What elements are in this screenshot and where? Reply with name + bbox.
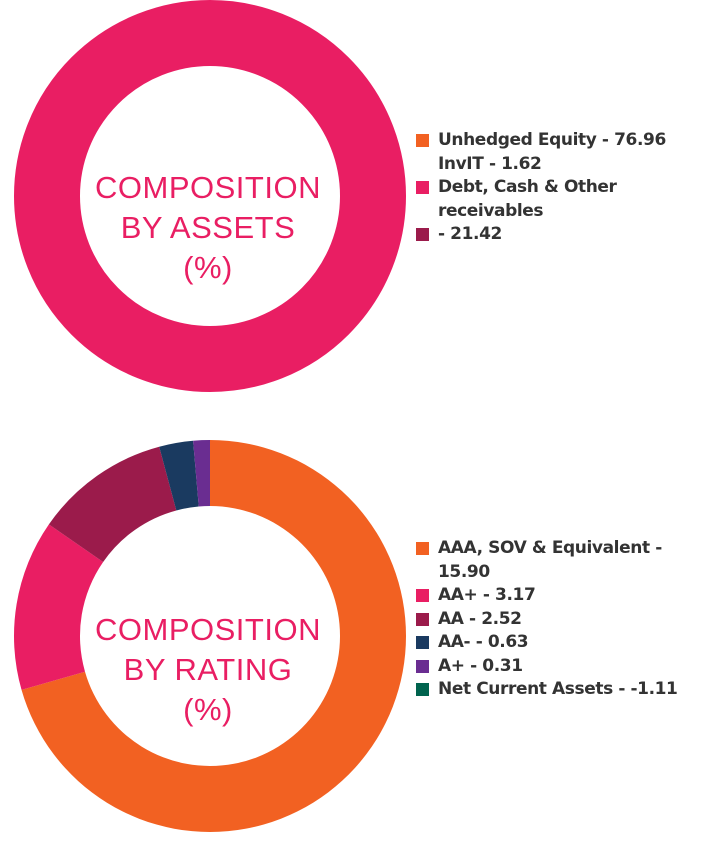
legend-label: AAA, SOV & Equivalent - [438,538,662,558]
legend-label-continuation: InvIT - 1.62 [438,153,542,174]
donut-segment [193,440,210,507]
chart-center-title: COMPOSITION BY RATING (%) [78,610,338,730]
legend-swatch [416,542,429,555]
legend-item: Net Current Assets - -1.11 [416,678,716,702]
chart-composition-by-assets: COMPOSITION BY ASSETS (%) Unhedged Equit… [0,0,716,400]
legend-item: - 21.42 [416,223,716,247]
legend-swatch [416,659,429,673]
legend-item: AA- - 0.63 [416,631,716,655]
chart-title-line-1: COMPOSITION [95,612,321,647]
legend-item: AA - 2.52 [416,608,716,632]
legend-label: Debt, Cash & Other receivables [438,177,617,221]
donut-chart-assets [14,0,406,392]
chart-title-line-3: (%) [183,250,233,285]
legend-label: AA+ - 3.17 [438,585,536,605]
legend-label: - 21.42 [438,224,502,244]
legend-swatch [416,612,429,626]
legend-swatch [416,134,429,147]
donut-segment [48,446,177,562]
chart-center-title: COMPOSITION BY ASSETS (%) [78,168,338,288]
donut-segment [13,524,104,690]
legend-swatch [416,589,429,602]
chart-title-line-2: BY RATING [123,652,293,687]
chart-title-line-3: (%) [183,692,233,727]
donut-segment [21,440,406,832]
legend-swatch [416,683,429,696]
legend-label: AA- - 0.63 [438,632,529,652]
chart-legend-assets: Unhedged Equity - 76.96 InvIT - 1.62 Debt,… [416,129,716,247]
legend-label: Net Current Assets - -1.11 [438,679,678,699]
chart-legend-rating: AAA, SOV & Equivalent -15.90 AA+ - 3.17 AA… [416,537,716,702]
legend-label-continuation: 15.90 [438,561,490,582]
legend-label: AA - 2.52 [438,608,522,629]
legend-swatch [416,636,429,649]
donut-chart-rating [13,440,406,832]
legend-item: Debt, Cash & Other receivables [416,176,716,223]
legend-item: AAA, SOV & Equivalent - 15.90 [416,537,716,584]
legend-swatch [416,181,429,194]
legend-swatch [416,228,429,241]
chart-composition-by-rating: COMPOSITION BY RATING (%) AAA, SOV & Equ… [0,440,716,842]
legend-item: AA+ - 3.17 [416,584,716,608]
legend-label: A+ - 0.31 [438,655,523,676]
legend-label: Unhedged Equity - 76.96 [438,130,666,150]
legend-item: A+ - 0.31 [416,655,716,679]
chart-title-line-2: BY ASSETS [120,210,296,245]
donut-segment [14,0,406,392]
chart-title-line-1: COMPOSITION [95,170,321,205]
donut-segment [159,440,199,511]
legend-item: Unhedged Equity - 76.96 InvIT - 1.62 [416,129,716,176]
